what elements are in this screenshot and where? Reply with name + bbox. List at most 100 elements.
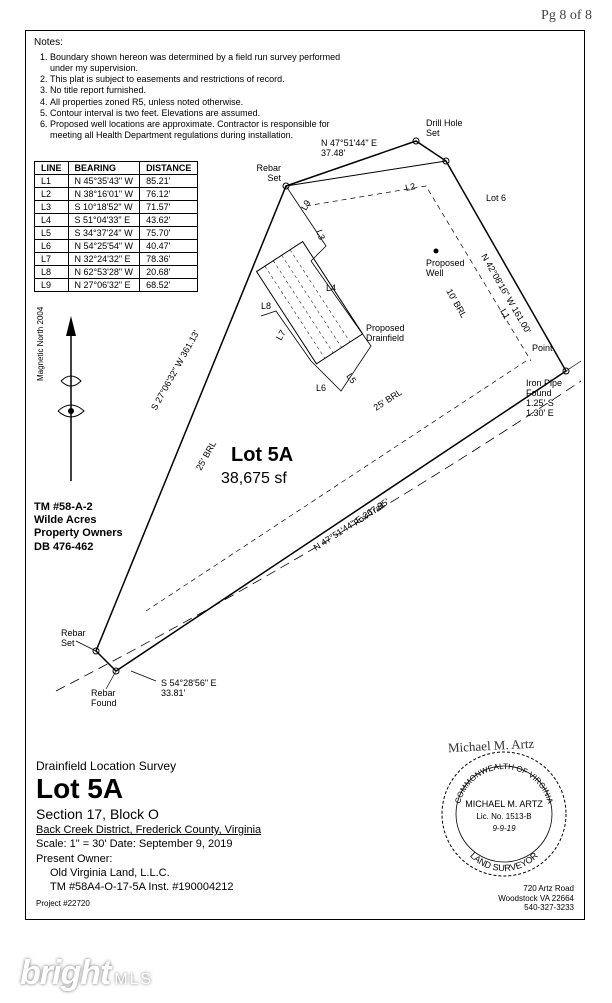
cell: 78.36' (140, 253, 198, 266)
cell: N 54°25'54" W (68, 240, 140, 253)
addr-line: Woodstock VA 22664 (498, 894, 574, 904)
bearing-ne: N 42°08'16" W 161.00' (479, 252, 533, 335)
table-row: L6N 54°25'54" W40.47' (35, 240, 198, 253)
page-number: Pg 8 of 8 (541, 8, 592, 24)
lot6-label: Lot 6 (486, 193, 506, 203)
l4-label: L4 (326, 283, 336, 293)
addr-line: 540-327-3233 (498, 903, 574, 913)
tm-reference: TM #58-A-2 Wilde Acres Property Owners D… (34, 501, 123, 554)
brl-25b-label: 25' BRL (372, 387, 404, 413)
table-row: L5S 34°37'24" W75.70' (35, 227, 198, 240)
drill-hole-label: Drill HoleSet (426, 118, 463, 138)
table-header-row: LINE BEARING DISTANCE (35, 162, 198, 175)
tm-line: DB 476-462 (34, 541, 123, 554)
rebar-set-bottom-label: RebarSet (61, 628, 86, 648)
table-row: L7N 32°24'32" E78.36' (35, 253, 198, 266)
bearing-se: N 47°51'44" E 367.95' (312, 496, 391, 552)
table-row: L9N 27°06'32" E68.52' (35, 279, 198, 292)
cell: N 38°16'01" W (68, 188, 140, 201)
cell: 20.68' (140, 266, 198, 279)
col-bearing: BEARING (68, 162, 140, 175)
table-row: L8N 62°53'28" W20.68' (35, 266, 198, 279)
cell: S 34°37'24" W (68, 227, 140, 240)
cell: N 32°24'32" E (68, 253, 140, 266)
title-block: Drainfield Location Survey Lot 5A Sectio… (36, 759, 376, 909)
l2-label: L2 (404, 181, 416, 193)
cell: 76.12' (140, 188, 198, 201)
svg-text:LAND SURVEYOR: LAND SURVEYOR (468, 850, 540, 873)
lot-title: Lot 5A (36, 774, 376, 805)
owner-label: Present Owner: (36, 852, 376, 866)
l1-label: L1 (498, 307, 512, 321)
tm-line: Wilde Acres (34, 514, 123, 527)
l6-label: L6 (316, 383, 326, 393)
well-label: ProposedWell (426, 258, 465, 278)
col-distance: DISTANCE (140, 162, 198, 175)
note-item: This plat is subject to easements and re… (50, 74, 364, 85)
fox-trail-label: Fox Trail (352, 500, 386, 527)
cell: L5 (35, 227, 69, 240)
table-row: L4S 51°04'33" E43.62' (35, 214, 198, 227)
cell: L1 (35, 175, 69, 188)
watermark-brand: bright (20, 954, 110, 992)
l8-label: L8 (261, 301, 271, 311)
survey-subtitle: Drainfield Location Survey (36, 759, 376, 775)
watermark-mls: MLS (114, 971, 153, 988)
table-row: L3S 10°18'52" W71.57' (35, 201, 198, 214)
magnetic-north-label: Magnetic North 2004 (36, 307, 45, 381)
cell: S 51°04'33" E (68, 214, 140, 227)
bearing-nw: S 27°06'32" W 361.13' (149, 328, 201, 412)
brl-25a-label: 25' BRL (194, 439, 218, 472)
l5-label: L5 (344, 371, 358, 385)
note-item: Proposed well locations are approximate.… (50, 119, 364, 142)
notes-title: Notes: (34, 37, 364, 50)
rebar-found-label: RebarFound (91, 688, 117, 708)
cell: 68.52' (140, 279, 198, 292)
section-title: Section 17, Block O (36, 805, 376, 823)
lot-name-label: Lot 5A (231, 444, 293, 466)
drainfield-label: ProposedDrainfield (366, 323, 405, 343)
district-line: Back Creek District, Frederick County, V… (36, 823, 376, 837)
notes-list: Boundary shown hereon was determined by … (34, 52, 364, 142)
point-label: Point (532, 343, 553, 353)
cell: S 10°18'52" W (68, 201, 140, 214)
notes-block: Notes: Boundary shown hereon was determi… (34, 37, 364, 142)
owner-name: Old Virginia Land, L.L.C. (36, 866, 376, 880)
l3-label: L3 (314, 228, 327, 241)
cell: L3 (35, 201, 69, 214)
cell: L7 (35, 253, 69, 266)
col-line: LINE (35, 162, 69, 175)
svg-text:9-9-19: 9-9-19 (492, 824, 516, 833)
cell: 75.70' (140, 227, 198, 240)
cell: N 45°35'43" W (68, 175, 140, 188)
cell: N 27°06'32" E (68, 279, 140, 292)
brl-10-label: 10' BRL (444, 287, 469, 319)
cell: 40.47' (140, 240, 198, 253)
scale-date-line: Scale: 1" = 30' Date: September 9, 2019 (36, 837, 376, 851)
table-row: L2N 38°16'01" W76.12' (35, 188, 198, 201)
tm-line: Property Owners (34, 527, 123, 540)
project-number: Project #22720 (36, 899, 376, 909)
note-item: Contour interval is two feet. Elevations… (50, 108, 364, 119)
cell: 85.21' (140, 175, 198, 188)
rebar-set-top-label: RebarSet (256, 163, 281, 183)
cell: L6 (35, 240, 69, 253)
bearing-sw: S 54°28'56" E33.81' (161, 678, 217, 698)
tm-inst-line: TM #58A4-O-17-5A Inst. #190004212 (36, 880, 376, 894)
tm-line: TM #58-A-2 (34, 501, 123, 514)
note-item: Boundary shown hereon was determined by … (50, 52, 364, 75)
mls-watermark: brightMLS (20, 954, 153, 993)
addr-line: 720 Artz Road (498, 884, 574, 894)
svg-text:Lic. No. 1513-B: Lic. No. 1513-B (476, 812, 531, 821)
compass-icon (46, 311, 96, 491)
table-row: L1N 45°35'43" W85.21' (35, 175, 198, 188)
iron-pipe-label: Iron PipeFound1.25' S1.30' E (526, 378, 562, 418)
svg-text:MICHAEL M. ARTZ: MICHAEL M. ARTZ (465, 799, 543, 809)
cell: 43.62' (140, 214, 198, 227)
cell: L8 (35, 266, 69, 279)
lot-area-label: 38,675 sf (221, 470, 287, 487)
cell: N 62°53'28" W (68, 266, 140, 279)
l7-label: L7 (274, 328, 288, 342)
survey-frame: Notes: Boundary shown hereon was determi… (25, 30, 585, 920)
surveyor-seal-icon: COMMONWEALTH OF VIRGINIA LAND SURVEYOR M… (439, 749, 569, 879)
